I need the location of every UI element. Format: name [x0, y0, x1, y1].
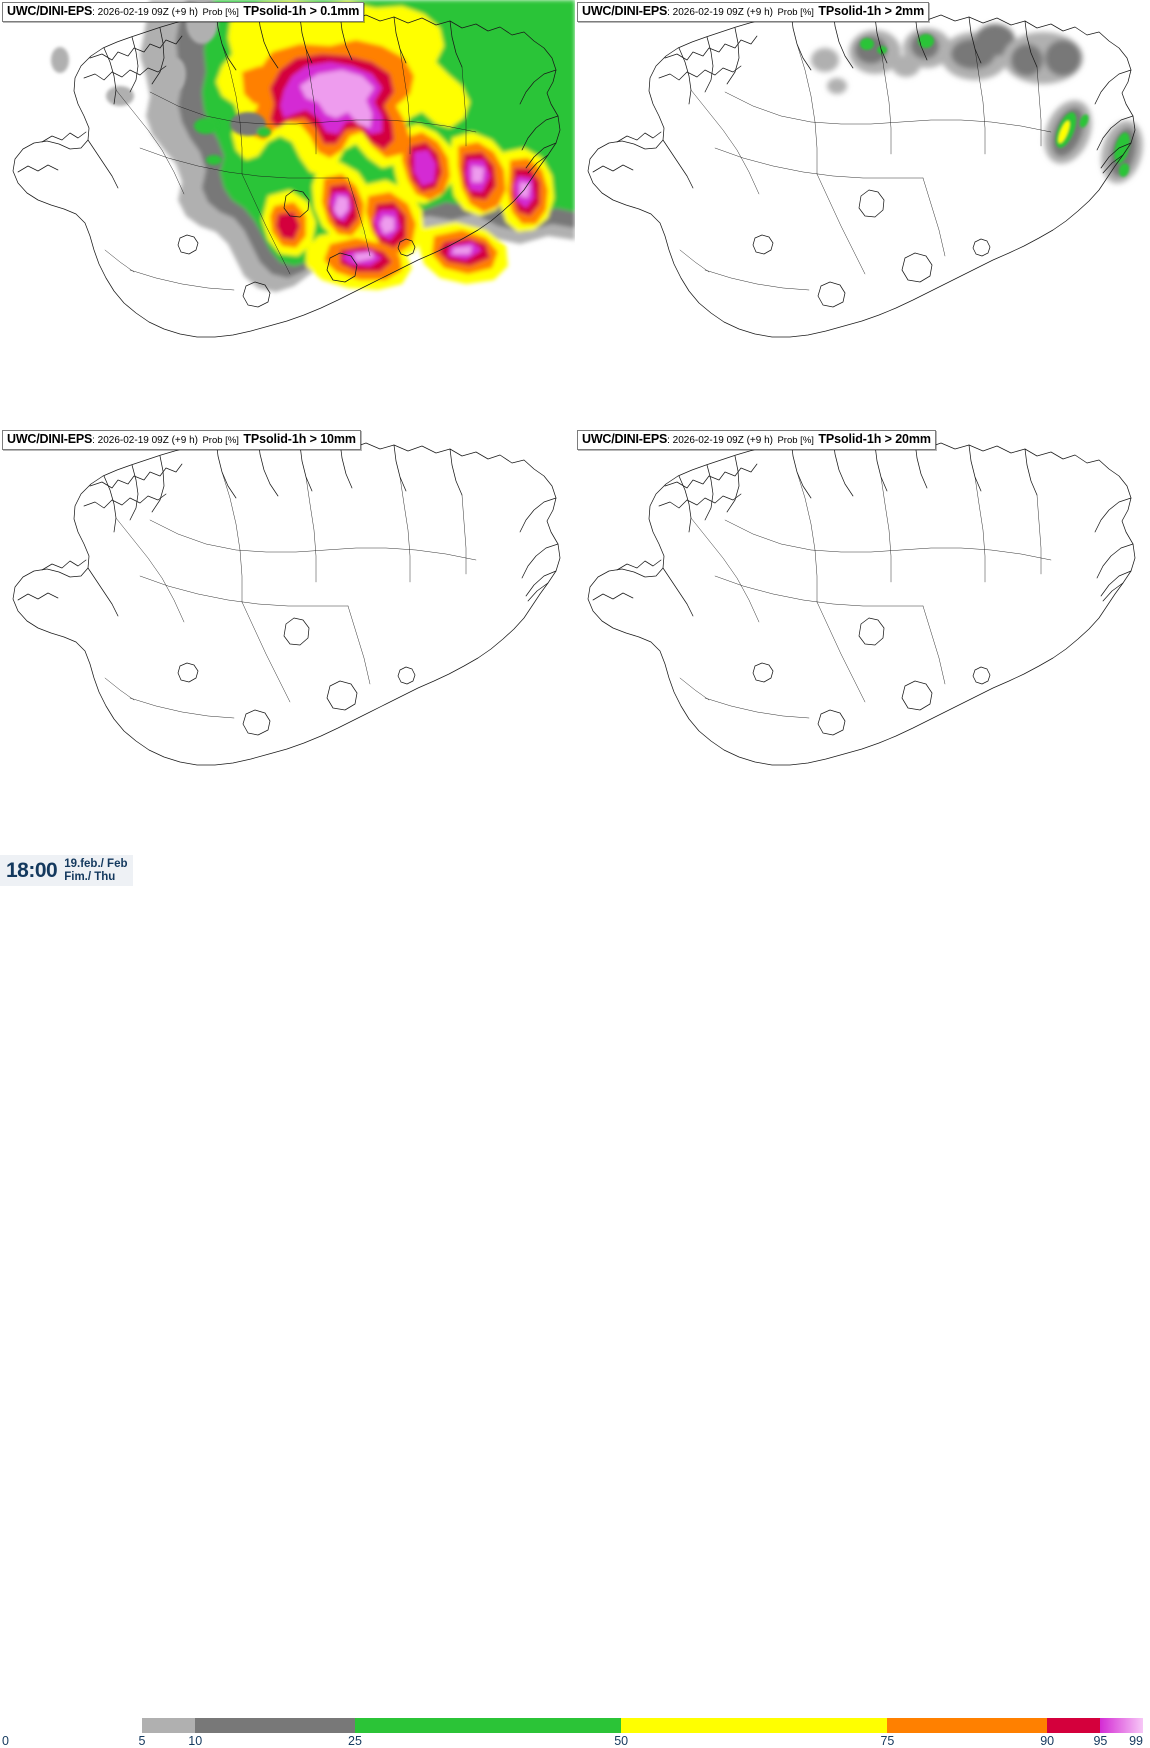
colorbar-segment-light-gray — [142, 1718, 196, 1733]
colorbar-tick-5: 5 — [138, 1734, 146, 1748]
panel-prob-3: Prob [%] — [777, 435, 814, 446]
panel-model-3: UWC/DINI-EPS — [582, 432, 668, 446]
colorbar-segment-yellow — [621, 1718, 888, 1733]
map-area-3[interactable] — [575, 428, 1150, 856]
panel-run-1: : 2026-02-19 09Z (+9 h) — [667, 7, 774, 18]
panel-run-2: : 2026-02-19 09Z (+9 h) — [92, 435, 199, 446]
panel-title-2: UWC/DINI-EPS: 2026-02-19 09Z (+9 h) Prob… — [2, 430, 361, 450]
colorbar-tick-25: 25 — [348, 1734, 362, 1748]
colorbar-tick-99: 99 — [1129, 1734, 1143, 1748]
panel-title-0: UWC/DINI-EPS: 2026-02-19 09Z (+9 h) Prob… — [2, 2, 365, 22]
colorbar-tick-10: 10 — [188, 1734, 203, 1748]
panel-variable-0: TPsolid-1h > 0.1mm — [243, 4, 360, 18]
panel-prob-1: Prob [%] — [777, 7, 814, 18]
colorbar-segment-green — [354, 1718, 622, 1733]
panel-title-1: UWC/DINI-EPS: 2026-02-19 09Z (+9 h) Prob… — [577, 2, 930, 22]
coastline-0 — [12, 8, 561, 338]
colorbar-segment-orange — [887, 1718, 1048, 1733]
colorbar-tick-50: 50 — [614, 1734, 629, 1748]
valid-date: 19.feb./ Feb — [64, 857, 128, 870]
forecast-panel-1[interactable]: UWC/DINI-EPS: 2026-02-19 09Z (+9 h) Prob… — [575, 0, 1150, 428]
legend-strip: 18:00 19.feb./ Feb Fim./ Thu 0 5 10 25 50 75 9… — [0, 855, 1150, 1748]
valid-date-block: 19.feb./ Feb Fim./ Thu — [64, 858, 127, 884]
coastline-2 — [12, 436, 561, 766]
panel-variable-2: TPsolid-1h > 10mm — [243, 432, 356, 446]
colorbar-segment-dark-gray — [195, 1718, 355, 1733]
colorbar-segment-crimson — [1047, 1718, 1101, 1733]
colorbar-tick-75: 75 — [880, 1734, 895, 1748]
colorbar-tick-0: 0 — [2, 1734, 9, 1748]
panel-prob-0: Prob [%] — [202, 7, 239, 18]
probability-field-0 — [140, 0, 575, 292]
forecast-panel-2[interactable]: UWC/DINI-EPS: 2026-02-19 09Z (+9 h) Prob… — [0, 428, 575, 856]
panel-run-3: : 2026-02-19 09Z (+9 h) — [667, 435, 774, 446]
map-svg-0 — [12, 0, 575, 338]
map-area-1[interactable] — [575, 0, 1150, 428]
panel-model-2: UWC/DINI-EPS — [7, 432, 93, 446]
panel-title-3: UWC/DINI-EPS: 2026-02-19 09Z (+9 h) Prob… — [577, 430, 936, 450]
coastline-1 — [587, 8, 1136, 338]
panel-grid: UWC/DINI-EPS: 2026-02-19 09Z (+9 h) Prob… — [0, 0, 1150, 856]
coastline-3 — [587, 436, 1136, 766]
colorbar-tick-95: 95 — [1093, 1734, 1108, 1748]
valid-time-stamp: 18:00 19.feb./ Feb Fim./ Thu — [0, 855, 133, 886]
colorbar-tick-90: 90 — [1040, 1734, 1055, 1748]
probability-colorbar[interactable] — [142, 1718, 1143, 1733]
panel-model-1: UWC/DINI-EPS — [582, 4, 668, 18]
panel-model-0: UWC/DINI-EPS — [7, 4, 93, 18]
map-area-0[interactable] — [0, 0, 575, 428]
panel-variable-3: TPsolid-1h > 20mm — [818, 432, 931, 446]
map-svg-1 — [587, 8, 1143, 338]
valid-weekday: Fim./ Thu — [64, 870, 116, 883]
forecast-panel-3[interactable]: UWC/DINI-EPS: 2026-02-19 09Z (+9 h) Prob… — [575, 428, 1150, 856]
panel-run-0: : 2026-02-19 09Z (+9 h) — [92, 7, 199, 18]
map-svg-2 — [12, 436, 561, 766]
panel-variable-1: TPsolid-1h > 2mm — [818, 4, 925, 18]
map-area-2[interactable] — [0, 428, 575, 856]
colorbar-segment-magenta-gradient — [1100, 1718, 1143, 1733]
probability-field-1 — [811, 24, 1143, 184]
panel-prob-2: Prob [%] — [202, 435, 239, 446]
forecast-panel-0[interactable]: UWC/DINI-EPS: 2026-02-19 09Z (+9 h) Prob… — [0, 0, 575, 428]
map-svg-3 — [587, 436, 1136, 766]
valid-time: 18:00 — [6, 858, 58, 882]
